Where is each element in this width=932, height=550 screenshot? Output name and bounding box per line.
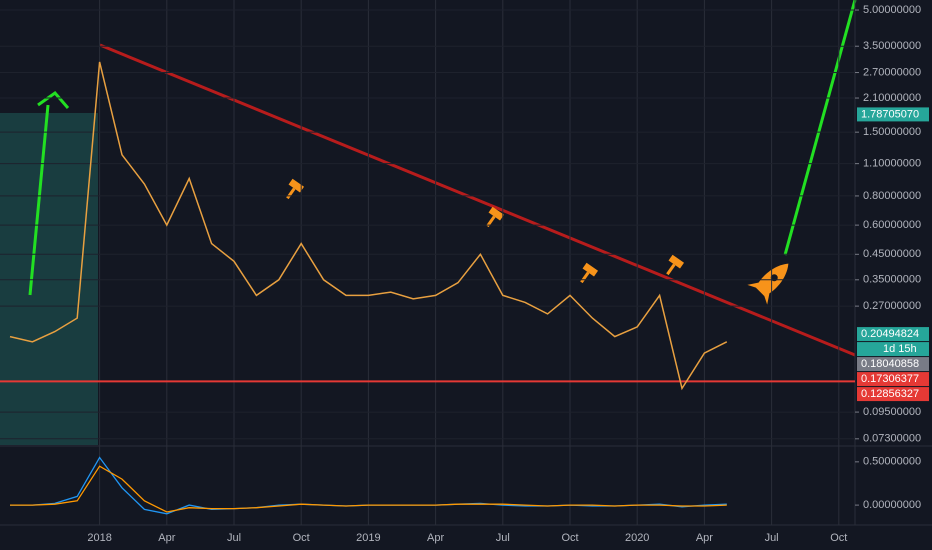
y-tick-label: 2.10000000 — [863, 92, 921, 104]
price-tag — [857, 107, 929, 122]
y-tick-label: 0.09500000 — [863, 406, 921, 418]
hammer-icons — [286, 178, 685, 284]
price-tag — [857, 387, 929, 402]
x-tick-label: 2020 — [625, 532, 649, 544]
y-tick-label: 0.60000000 — [863, 219, 921, 231]
price-tag — [857, 357, 929, 372]
y-tick-label: 5.00000000 — [863, 4, 921, 16]
trend-line — [99, 43, 856, 357]
rocket — [747, 263, 789, 305]
y-tick-label: 0.45000000 — [863, 248, 921, 260]
countdown: 1d 15h — [883, 343, 917, 355]
price-line — [9, 61, 728, 391]
y-tick-label: 1.50000000 — [863, 126, 921, 138]
price-tag-label: 1.78705070 — [861, 108, 919, 120]
y-tick-label: 0.27000000 — [863, 300, 921, 312]
x-tick-label: 2018 — [87, 532, 111, 544]
y-tick-label: 0.80000000 — [863, 190, 921, 202]
x-tick-label: Oct — [830, 532, 847, 544]
y-tick-label: 0.35000000 — [863, 274, 921, 286]
y-tick-label: 0.00000000 — [863, 499, 921, 511]
y-tick-label: 0.07300000 — [863, 433, 921, 445]
x-tick-label: Apr — [158, 532, 175, 544]
price-tag-label: 0.17306377 — [861, 373, 919, 385]
countdown-tag — [857, 342, 929, 357]
arrow-up — [783, 0, 857, 256]
y-tick-label: 0.50000000 — [863, 456, 921, 468]
y-tick-label: 2.70000000 — [863, 66, 921, 78]
price-tag — [857, 327, 929, 342]
highlight-area — [0, 113, 98, 445]
x-tick-label: Jul — [496, 532, 510, 544]
x-tick-label: Oct — [293, 532, 310, 544]
x-tick-label: Jul — [765, 532, 779, 544]
arrow-up — [28, 90, 70, 296]
price-tag-label: 0.20494824 — [861, 328, 919, 340]
x-tick-label: 2019 — [356, 532, 380, 544]
y-tick-label: 1.10000000 — [863, 158, 921, 170]
x-tick-label: Jul — [227, 532, 241, 544]
price-tag-label: 0.18040858 — [861, 358, 919, 370]
x-tick-label: Apr — [427, 532, 444, 544]
x-tick-label: Oct — [561, 532, 578, 544]
price-tag — [857, 372, 929, 387]
price-tag-label: 0.12856327 — [861, 388, 919, 400]
macd-line — [10, 465, 727, 513]
y-tick-label: 3.50000000 — [863, 40, 921, 52]
x-tick-label: Apr — [696, 532, 713, 544]
